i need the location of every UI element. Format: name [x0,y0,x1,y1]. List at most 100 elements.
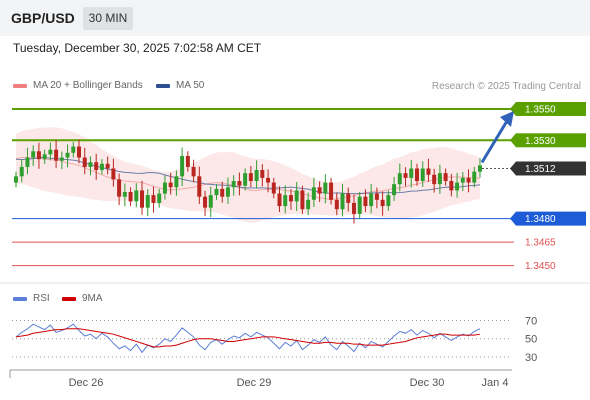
datetime-label: Tuesday, December 30, 2025 7:02:58 AM CE… [13,41,262,55]
level-tag-1.3550 [516,101,586,116]
candle-body [180,155,185,177]
candle-body [82,157,87,167]
legend-9ma: 9MA [62,293,103,304]
x-tick-Dec-26: Dec 26 [69,377,104,389]
candle-body [134,190,139,202]
candle-body [220,188,225,197]
legend-ma50: MA 50 [156,80,204,91]
candle-body [59,157,64,161]
candle-body [214,188,219,196]
candle-body [174,176,179,188]
candle-body [455,182,460,191]
candle-body [54,149,59,161]
symbol-title: GBP/USD [11,10,75,26]
rsi-tick-70: 70 [525,316,537,328]
level-tag-1.3480 [516,211,586,226]
candle-body [369,193,374,207]
level-tag-1.3530 [516,133,586,148]
candle-body [283,195,288,207]
legend-rsi: RSI [13,293,50,304]
candle-body [277,193,282,207]
candle-body [340,193,345,210]
candle-body [168,182,173,188]
candle-body [437,173,442,185]
ma50-swatch [156,83,170,88]
candle-body [162,182,167,194]
candle-body [317,187,322,194]
candle-body [374,193,379,200]
header-bar: GBP/USD 30 MIN [0,0,590,36]
level-tag-arrow-1.3530 [510,133,516,148]
level-tag-1.3512 [516,161,586,176]
candle-body [197,176,202,197]
level-label-1.3512: 1.3512 [525,164,556,175]
candle-body [48,149,53,155]
candle-body [346,193,351,203]
candle-body [426,168,431,175]
candle-body [25,157,30,167]
candle-body [243,173,248,186]
legend-ma50-label: MA 50 [176,80,205,91]
candle-body [208,195,213,208]
rsi-tick-50: 50 [525,334,537,346]
forecast-arrow-head [500,110,514,127]
candle-body [117,179,122,197]
rsi-line [15,323,481,354]
level-label-1.3450: 1.3450 [525,261,556,272]
research-credit: Research © 2025 Trading Central [431,81,581,92]
level-label-1.3465: 1.3465 [525,238,556,249]
candle-body [19,166,24,177]
level-label-1.3550: 1.3550 [525,104,556,115]
candle-body [191,166,196,177]
candle-body [300,190,305,210]
candle-body [478,165,482,172]
rsi-ma9-line [15,328,481,348]
ma9-swatch [62,296,76,301]
candle-body [386,195,391,207]
candle-body [128,191,133,202]
candle-body [203,196,208,208]
candle-body [65,152,70,158]
candle-body [99,163,104,171]
candle-body [466,177,471,183]
candle-body [443,173,448,182]
level-tag-arrow-1.3480 [510,211,516,226]
candle-body [397,173,402,185]
candle-body [151,195,156,203]
candle-body [311,187,316,200]
candle-body [472,171,477,183]
candle-body [306,199,311,210]
candle-body [403,173,408,178]
candle-body [351,202,356,214]
legend-9ma-label: 9MA [82,293,103,304]
legend-rsi-label: RSI [33,293,50,304]
candle-body [231,181,236,188]
candle-body [323,182,328,194]
candle-body [271,182,276,194]
candle-body [414,168,419,182]
candle-body [460,177,465,183]
candle-body [185,155,190,167]
ma50-line [15,157,481,195]
candle-body [294,190,299,202]
candle-body [42,154,47,160]
candle-body [14,176,18,183]
candle-body [77,146,82,158]
candle-body [432,174,437,185]
candle-body [329,182,334,200]
candle-body [409,168,414,178]
candle-body [420,168,425,182]
legend-bollinger-label: MA 20 + Bollinger Bands [33,80,143,91]
candle-body [225,187,230,197]
forecast-arrow-shaft [480,120,509,164]
level-label-1.3480: 1.3480 [525,214,556,225]
timeframe-button[interactable]: 30 MIN [83,7,133,30]
ma20-line [15,157,481,200]
candle-body [334,199,339,210]
candle-body [71,146,76,153]
candle-body [380,199,385,207]
candle-body [31,151,36,158]
candle-body [449,181,454,191]
candle-body [288,195,293,202]
